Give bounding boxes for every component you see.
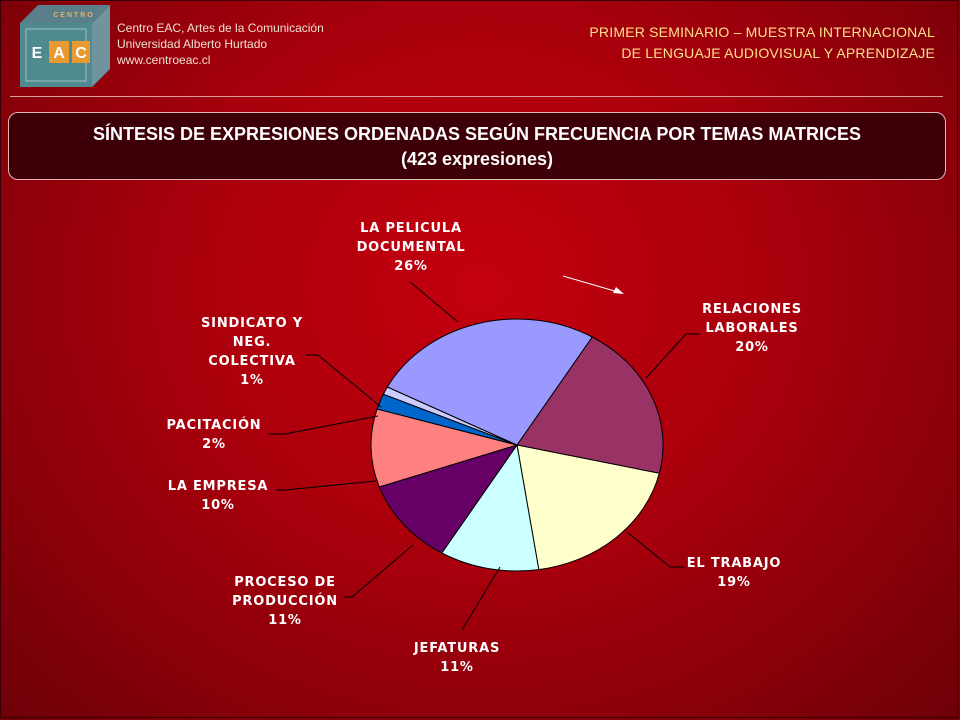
pie-slice <box>516 336 664 474</box>
org-name: Centro EAC, Artes de la Comunicación <box>117 21 324 35</box>
leader-line <box>461 566 501 631</box>
arrow-head-icon <box>613 287 624 294</box>
slice-category-label: DOCUMENTAL <box>357 240 466 255</box>
slice-category-label: RELACIONES <box>702 302 802 317</box>
org-website: www.centroeac.cl <box>117 53 211 67</box>
seminar-line-1: PRIMER SEMINARIO – MUESTRA INTERNACIONAL <box>589 24 935 40</box>
slice-category-label: LABORALES <box>705 321 798 336</box>
organization-info: Centro EAC, Artes de la Comunicación Uni… <box>117 20 324 68</box>
slice-category-label: PROCESO DE <box>234 575 336 590</box>
slice-category-label: PACITACIÓN <box>166 417 261 433</box>
logo-letter-a: A <box>53 45 65 62</box>
slice-percent-label: 11% <box>440 660 474 675</box>
slice-category-label: PRODUCCIÓN <box>232 593 338 609</box>
seminar-line-2: DE LENGUAJE AUDIOVISUAL Y APRENDIZAJE <box>621 45 935 61</box>
leader-line <box>306 354 382 408</box>
pie-slice <box>441 443 540 572</box>
leader-line <box>409 281 459 323</box>
slice-category-label: SINDICATO Y <box>201 316 303 331</box>
slide-subtitle: (423 expresiones) <box>400 149 554 169</box>
logo-top-text: CENTRO <box>53 12 95 19</box>
eac-logo: CENTRO E A C <box>20 5 110 87</box>
slice-percent-label: 1% <box>240 373 264 388</box>
org-university: Universidad Alberto Hurtado <box>117 37 268 51</box>
pie-slice <box>378 444 519 554</box>
leader-line <box>268 415 379 435</box>
pie-slice <box>386 318 593 446</box>
pie-slice <box>370 408 519 488</box>
slice-category-label: NEG. <box>233 335 272 350</box>
slice-percent-label: 10% <box>201 498 235 513</box>
seminar-heading: PRIMER SEMINARIO – MUESTRA INTERNACIONAL… <box>589 22 935 64</box>
leader-line <box>344 544 414 598</box>
arrow-line <box>562 275 619 293</box>
leader-line <box>276 480 377 491</box>
slice-percent-label: 11% <box>268 613 302 628</box>
leader-line <box>626 531 684 568</box>
slice-category-label: JEFATURAS <box>413 641 500 656</box>
slice-category-label: COLECTIVA <box>208 354 295 369</box>
logo-letter-c: C <box>75 45 87 62</box>
slide-title-box: SÍNTESIS DE EXPRESIONES ORDENADAS SEGÚN … <box>8 112 946 180</box>
pie-slice <box>516 444 660 571</box>
slice-category-label: LA EMPRESA <box>168 479 269 494</box>
slice-percent-label: 19% <box>717 575 751 590</box>
leader-line <box>645 333 700 379</box>
slice-category-label: LA PELICULA <box>360 221 462 236</box>
slice-percent-label: 2% <box>202 437 226 452</box>
slice-category-label: EL TRABAJO <box>687 556 782 571</box>
logo-letter-e: E <box>32 45 43 62</box>
header-divider <box>10 96 943 97</box>
slide-title: SÍNTESIS DE EXPRESIONES ORDENADAS SEGÚN … <box>92 124 862 144</box>
slice-percent-label: 20% <box>735 340 769 355</box>
slice-percent-label: 26% <box>394 259 428 274</box>
